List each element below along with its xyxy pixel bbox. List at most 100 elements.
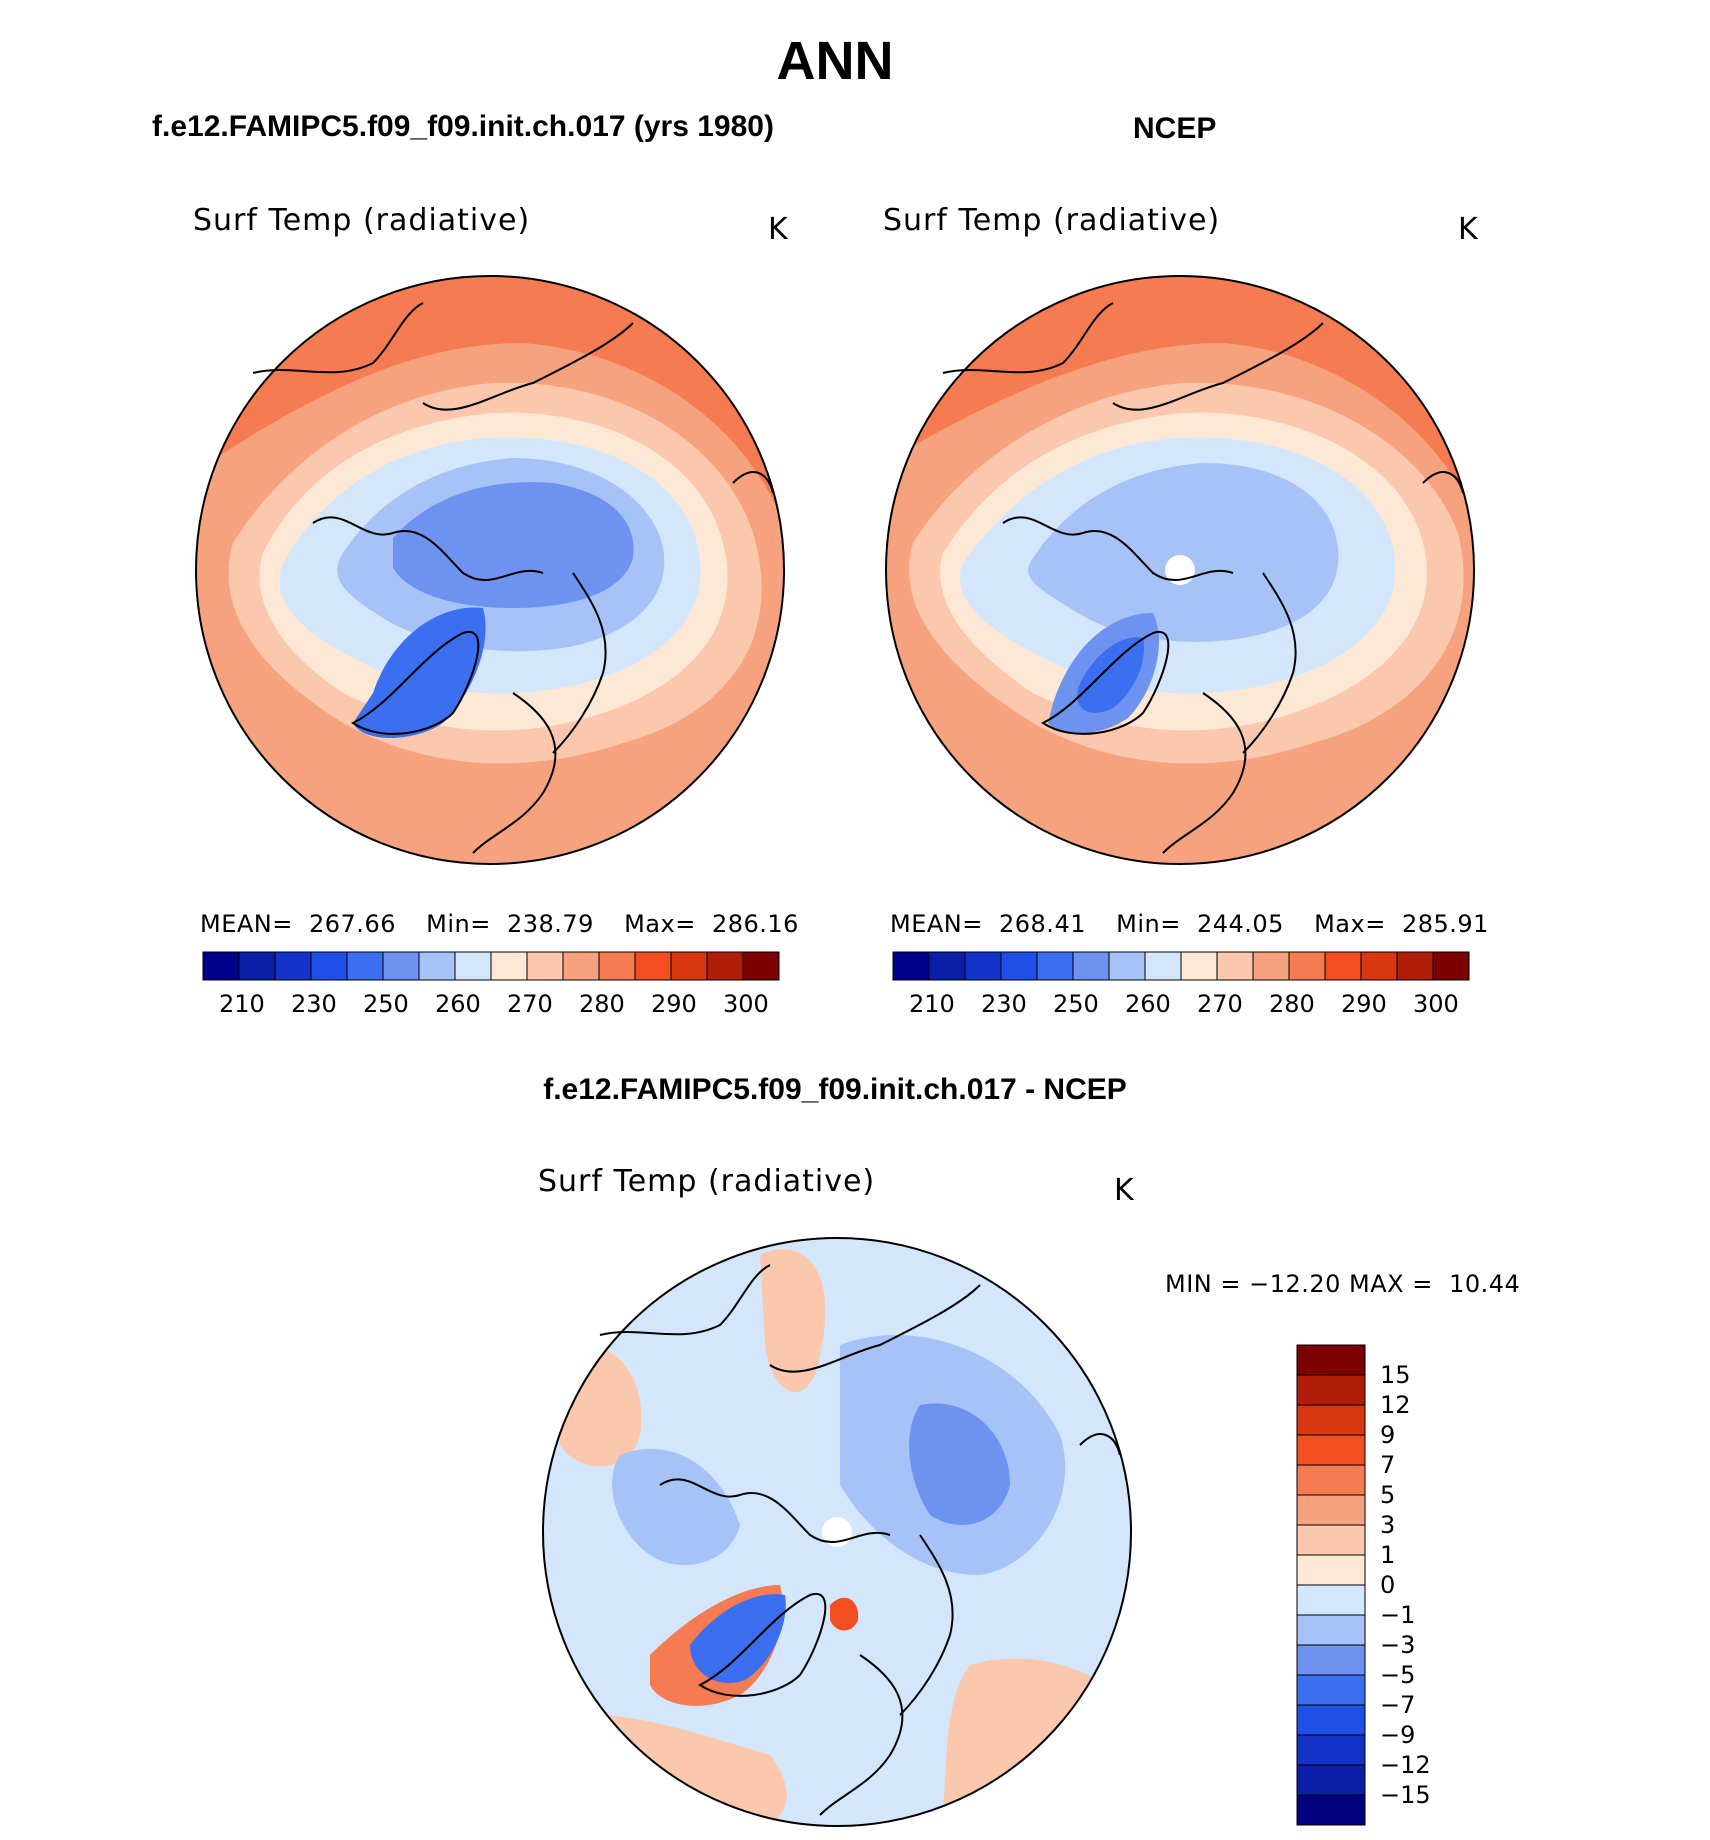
right-colorbar-swatch xyxy=(1396,951,1434,981)
right-colorbar-swatch xyxy=(1180,951,1218,981)
diff-map-warm-east xyxy=(940,1658,1131,1826)
diff-colorbar-swatch xyxy=(1296,1404,1366,1436)
left-colorbar-tick-label: 210 xyxy=(219,990,265,1018)
diff-colorbar-tick-label: −15 xyxy=(1380,1781,1431,1809)
right-colorbar-swatch xyxy=(892,951,930,981)
left-units-label: K xyxy=(768,212,789,247)
left-colorbar-swatch xyxy=(634,951,672,981)
right-colorbar xyxy=(892,951,1470,981)
figure-title: ANN xyxy=(776,31,894,91)
right-colorbar-swatch xyxy=(928,951,966,981)
diff-colorbar-swatch xyxy=(1296,1464,1366,1496)
diff-colorbar xyxy=(1296,1344,1366,1826)
diff-colorbar-swatch xyxy=(1296,1734,1366,1766)
left-colorbar-swatch xyxy=(562,951,600,981)
right-colorbar-swatch xyxy=(1108,951,1146,981)
diff-colorbar-tick-label: 15 xyxy=(1380,1361,1411,1389)
right-mean-label: MEAN= xyxy=(890,910,983,938)
left-mean-label: MEAN= xyxy=(200,910,293,938)
left-colorbar-swatch xyxy=(274,951,312,981)
diff-colorbar-tick-label: 9 xyxy=(1380,1421,1396,1449)
right-colorbar-tick-label: 210 xyxy=(909,990,955,1018)
left-colorbar-swatch xyxy=(346,951,384,981)
left-mean-value: 267.66 xyxy=(309,910,396,938)
right-map-band-colder xyxy=(1028,463,1339,642)
diff-title: f.e12.FAMIPC5.f09_f09.init.ch.017 - NCEP xyxy=(543,1073,1127,1106)
left-panel-title: f.e12.FAMIPC5.f09_f09.init.ch.017 (yrs 1… xyxy=(152,110,774,143)
diff-colorbar-tick-label: −7 xyxy=(1380,1691,1416,1719)
left-colorbar-swatch xyxy=(382,951,420,981)
left-colorbar-swatch xyxy=(598,951,636,981)
diff-colorbar-swatch xyxy=(1296,1764,1366,1796)
right-colorbar-swatch xyxy=(964,951,1002,981)
right-colorbar-swatch xyxy=(1216,951,1254,981)
diff-colorbar-swatch xyxy=(1296,1494,1366,1526)
left-colorbar-swatch xyxy=(670,951,708,981)
left-colorbar-swatch xyxy=(202,951,240,981)
left-colorbar-tick-label: 300 xyxy=(723,990,769,1018)
right-colorbar-swatch xyxy=(1144,951,1182,981)
left-variable-label: Surf Temp (radiative) xyxy=(193,203,531,238)
left-colorbar-tick-label: 260 xyxy=(435,990,481,1018)
right-max-label: Max= xyxy=(1314,910,1386,938)
left-colorbar-swatch xyxy=(526,951,564,981)
left-min-label: Min= xyxy=(426,910,491,938)
right-colorbar-tick-label: 250 xyxy=(1053,990,1099,1018)
right-max-value: 285.91 xyxy=(1401,910,1489,938)
diff-colorbar-swatch xyxy=(1296,1434,1366,1466)
right-colorbar-swatch xyxy=(1036,951,1074,981)
diff-map-greenland-cold xyxy=(690,1594,786,1684)
diff-map-cool-patch-3 xyxy=(611,1448,740,1565)
left-colorbar-swatch xyxy=(742,951,780,981)
diff-colorbar-swatch xyxy=(1296,1584,1366,1616)
left-colorbar-tick-label: 270 xyxy=(507,990,553,1018)
diff-minmax: MIN = −12.20 MAX = 10.44 xyxy=(1165,1270,1521,1298)
left-colorbar-swatch xyxy=(706,951,744,981)
left-map-coastlines xyxy=(252,302,774,854)
diff-colorbar-tick-label: 3 xyxy=(1380,1511,1396,1539)
right-panel-title: NCEP xyxy=(1133,112,1217,145)
left-colorbar-swatch xyxy=(454,951,492,981)
diff-colorbar-tick-label: 5 xyxy=(1380,1481,1396,1509)
right-stats: MEAN= 268.41 Min= 244.05 Max= 285.91 xyxy=(890,910,1489,938)
right-colorbar-tick-label: 300 xyxy=(1413,990,1459,1018)
diff-colorbar-swatch xyxy=(1296,1704,1366,1736)
diff-map-warm-patch-2 xyxy=(760,1249,826,1393)
diff-colorbar-tick-label: 0 xyxy=(1380,1571,1396,1599)
right-colorbar-swatch xyxy=(1252,951,1290,981)
right-colorbar-tick-label: 280 xyxy=(1269,990,1315,1018)
right-min-value: 244.05 xyxy=(1196,910,1284,938)
right-colorbar-tick-label: 230 xyxy=(981,990,1027,1018)
diff-colorbar-swatch xyxy=(1296,1524,1366,1556)
right-mean-value: 268.41 xyxy=(999,910,1086,938)
right-map xyxy=(885,275,1475,865)
diff-colorbar-tick-label: −5 xyxy=(1380,1661,1416,1689)
left-min-value: 238.79 xyxy=(506,910,594,938)
right-colorbar-swatch xyxy=(1360,951,1398,981)
diff-colorbar-tick-label: 12 xyxy=(1380,1391,1411,1419)
left-stats: MEAN= 267.66 Min= 238.79 Max= 286.16 xyxy=(200,910,799,938)
left-colorbar-tick-label: 230 xyxy=(291,990,337,1018)
left-colorbar-tick-label: 280 xyxy=(579,990,625,1018)
diff-map-cool-patch-2 xyxy=(909,1403,1010,1525)
diff-map-hotspot xyxy=(830,1597,859,1631)
diff-colorbar-tick-label: 7 xyxy=(1380,1451,1396,1479)
diff-colorbar-ticks: 15 12 9 7 5 3 1 0 −1 −3 −5 −7 −9 −12 −15 xyxy=(1380,1345,1460,1825)
left-colorbar-ticks: 210 230 250 260 270 280 290 300 xyxy=(203,990,779,1020)
diff-colorbar-swatch xyxy=(1296,1794,1366,1826)
left-colorbar xyxy=(202,951,780,981)
diff-map-coastlines xyxy=(599,1264,1121,1816)
right-colorbar-tick-label: 260 xyxy=(1125,990,1171,1018)
diff-colorbar-swatch xyxy=(1296,1614,1366,1646)
diff-colorbar-tick-label: −3 xyxy=(1380,1631,1416,1659)
left-map-band-coldest xyxy=(393,482,634,608)
left-map xyxy=(195,275,785,865)
left-colorbar-tick-label: 290 xyxy=(651,990,697,1018)
diff-units-label: K xyxy=(1114,1173,1135,1208)
right-variable-label: Surf Temp (radiative) xyxy=(883,203,1221,238)
left-colorbar-swatch xyxy=(238,951,276,981)
diff-colorbar-tick-label: −9 xyxy=(1380,1721,1416,1749)
left-colorbar-swatch xyxy=(418,951,456,981)
left-colorbar-swatch xyxy=(490,951,528,981)
right-colorbar-tick-label: 290 xyxy=(1341,990,1387,1018)
